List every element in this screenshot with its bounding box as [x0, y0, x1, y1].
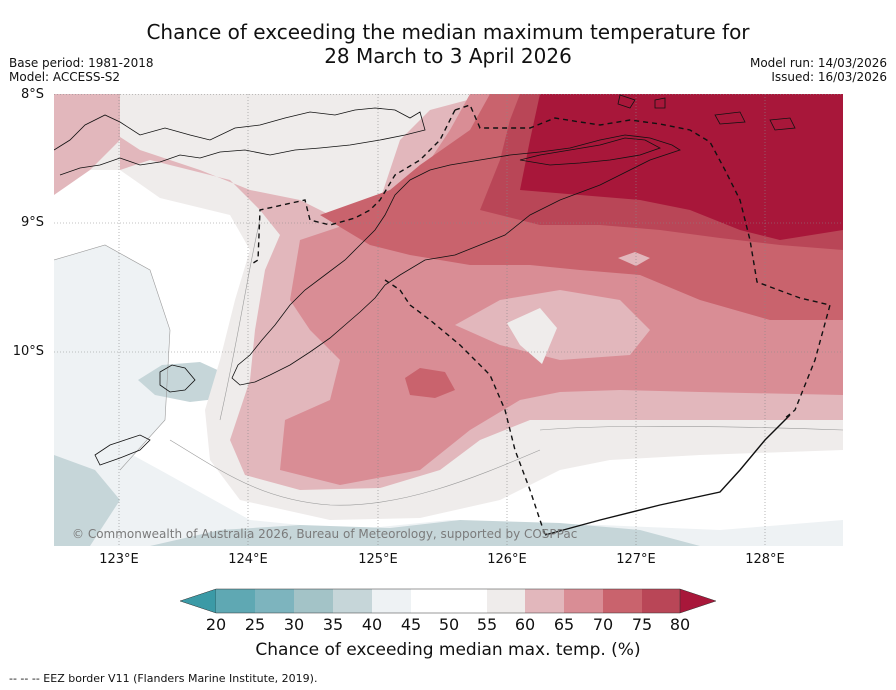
- colorbar-tick-65: 65: [553, 615, 575, 634]
- band-55: [54, 94, 843, 520]
- probability-field: [54, 94, 843, 546]
- cool-spot-west: [138, 362, 235, 402]
- lon-label-125e: 125°E: [358, 552, 398, 567]
- colorbar-tick-45: 45: [400, 615, 422, 634]
- colorbar-tick-30: 30: [283, 615, 305, 634]
- band-70-spot: [405, 368, 455, 398]
- colorbar-title: Chance of exceeding median max. temp. (%…: [255, 640, 641, 660]
- colorbar-seg-70-75: [603, 589, 642, 613]
- small-island-4: [617, 94, 636, 109]
- colorbar-low-arrow: [179, 588, 217, 614]
- colorbar-high-arrow: [679, 588, 717, 614]
- map-frame: [54, 94, 843, 546]
- colorbar-seg-55-60: [487, 589, 525, 613]
- small-island-1: [654, 97, 666, 109]
- colorbar-seg-60-65: [525, 589, 564, 613]
- eez-border: [249, 104, 831, 536]
- band-60: [54, 94, 843, 490]
- colorbar-tick-55: 55: [476, 615, 498, 634]
- band-75: [480, 94, 843, 250]
- map-title: Chance of exceeding the median maximum t…: [0, 20, 896, 68]
- copyright-notice: © Commonwealth of Australia 2026, Bureau…: [72, 527, 578, 541]
- colorbar-seg-20-25: [216, 589, 255, 613]
- meta-left: Base period: 1981-2018 Model: ACCESS-S2: [9, 56, 154, 84]
- lat-label-9s: 9°S: [20, 215, 44, 230]
- title-line-1: Chance of exceeding the median maximum t…: [146, 20, 750, 44]
- issued-date: Issued: 16/03/2026: [771, 70, 887, 84]
- colorbar-seg-75-80: [642, 589, 680, 613]
- band-80: [520, 94, 843, 240]
- colorbar-seg-50-55: [449, 589, 487, 613]
- band-65-hole: [618, 252, 650, 266]
- colorbar-tick-80: 80: [669, 615, 691, 634]
- coastlines: [54, 94, 796, 466]
- colorbar-tick-40: 40: [361, 615, 383, 634]
- colorbar-seg-65-70: [564, 589, 603, 613]
- meta-right: Model run: 14/03/2026 Issued: 16/03/2026: [750, 56, 887, 84]
- colorbar-tick-75: 75: [631, 615, 653, 634]
- band-60-hole: [455, 290, 650, 360]
- sawu-island: [94, 434, 151, 466]
- lon-label-124e: 124°E: [228, 552, 268, 567]
- flores-coast: [54, 107, 426, 176]
- small-island-3: [769, 117, 796, 131]
- graticule: [54, 94, 843, 546]
- model-name: Model: ACCESS-S2: [9, 70, 121, 84]
- lon-label-128e: 128°E: [745, 552, 785, 567]
- eez-footnote: -- -- -- EEZ border V11 (Flanders Marine…: [9, 672, 318, 685]
- model-run: Model run: 14/03/2026: [749, 56, 887, 70]
- colorbar-tick-60: 60: [514, 615, 536, 634]
- small-island-2: [714, 111, 746, 125]
- contour-lines: [54, 219, 843, 506]
- title-line-2: 28 March to 3 April 2026: [324, 44, 572, 68]
- band-60-corner: [54, 94, 120, 195]
- lon-label-126e: 126°E: [487, 552, 527, 567]
- colorbar: [179, 588, 717, 614]
- lat-label-10s: 10°S: [12, 344, 44, 359]
- band-65: [280, 94, 843, 485]
- colorbar-seg-45-50: [411, 589, 449, 613]
- colorbar-seg-40-45: [372, 589, 411, 613]
- colorbar-seg-30-35: [294, 589, 333, 613]
- lat-label-8s: 8°S: [20, 87, 44, 102]
- band-70: [320, 94, 843, 320]
- base-period: Base period: 1981-2018: [9, 56, 154, 70]
- colorbar-seg-25-30: [255, 589, 294, 613]
- colorbar-tick-35: 35: [322, 615, 344, 634]
- rote-island: [159, 364, 196, 393]
- colorbar-tick-70: 70: [592, 615, 614, 634]
- cool-zone-southwest: [54, 245, 170, 490]
- colorbar-seg-35-40: [333, 589, 372, 613]
- colorbar-tick-20: 20: [205, 615, 227, 634]
- lon-label-127e: 127°E: [616, 552, 656, 567]
- colorbar-tick-50: 50: [438, 615, 460, 634]
- lon-label-123e: 123°E: [99, 552, 139, 567]
- band-55-hole: [507, 308, 557, 364]
- colorbar-tick-25: 25: [244, 615, 266, 634]
- wetar-island: [519, 137, 661, 166]
- field-background: [54, 94, 843, 546]
- timor-island: [231, 134, 681, 386]
